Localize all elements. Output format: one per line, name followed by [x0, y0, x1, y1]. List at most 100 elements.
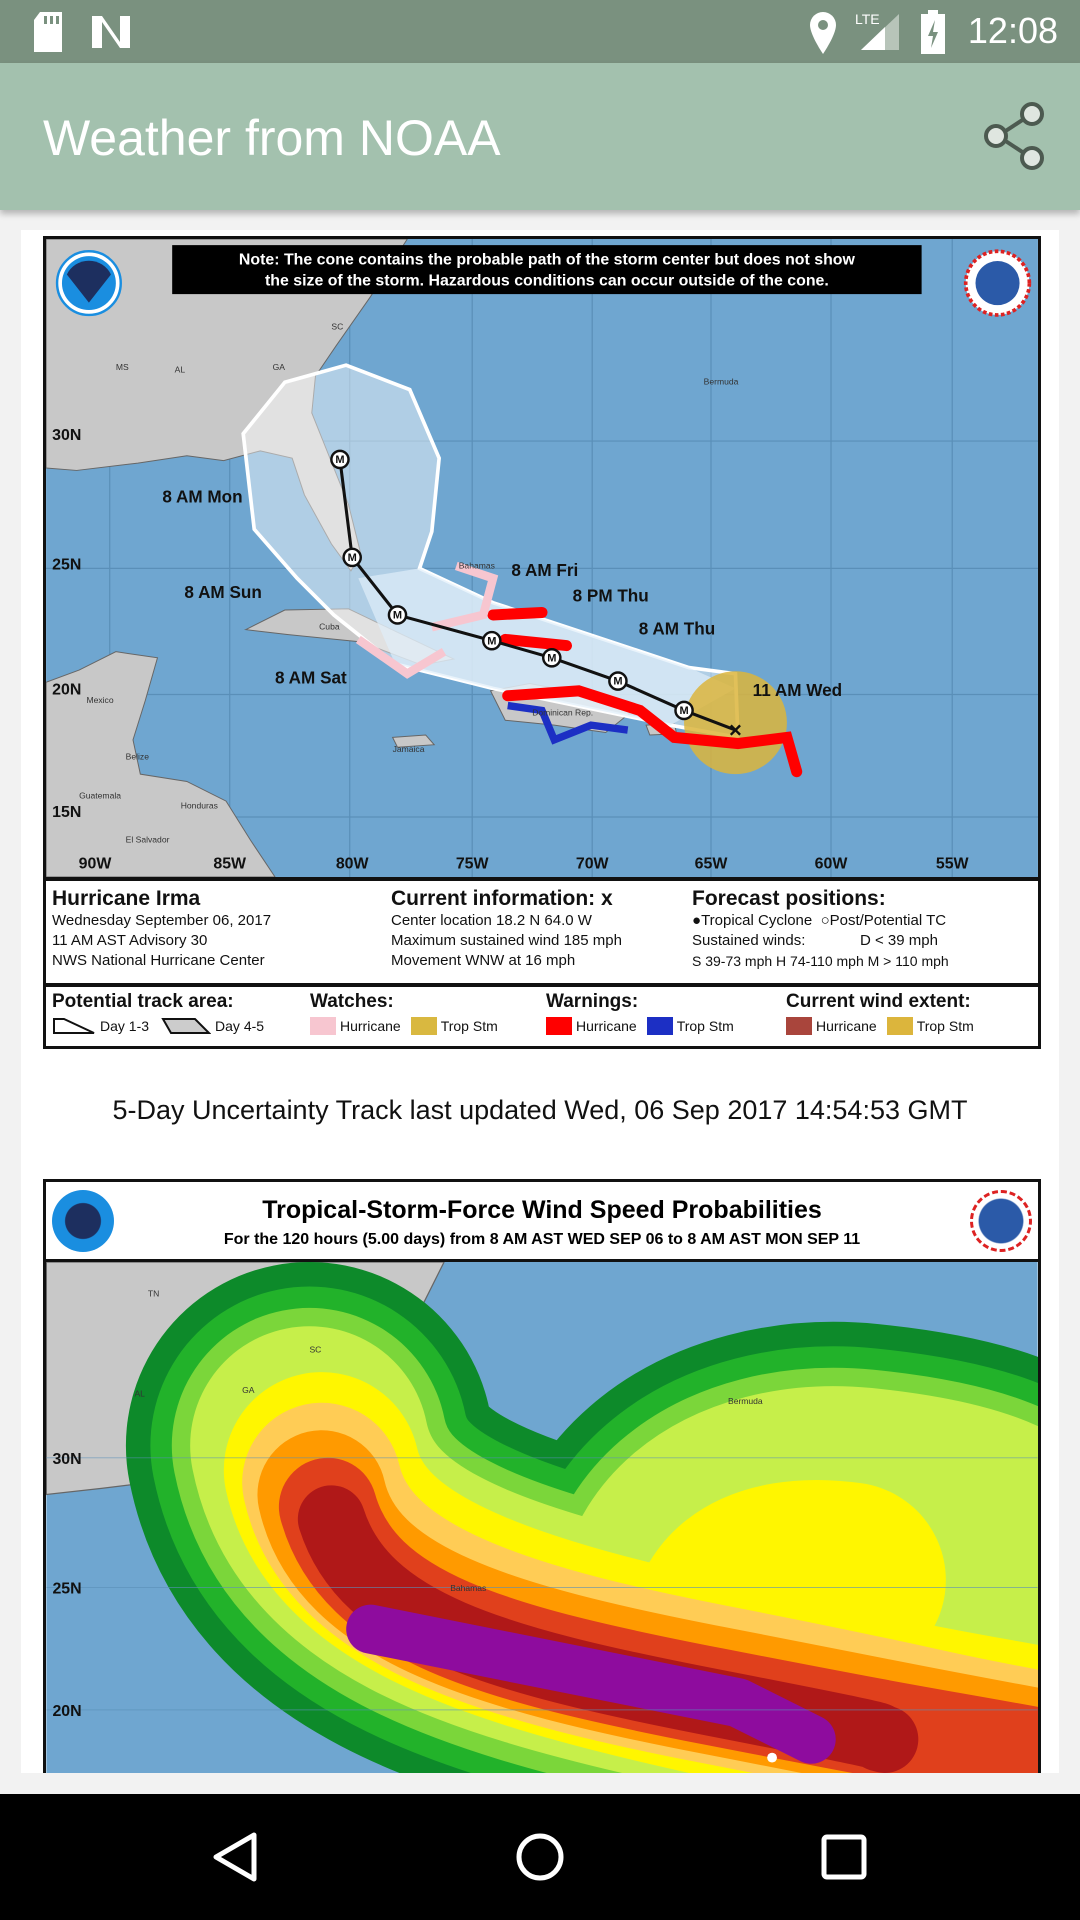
- lon-label: 85W: [213, 855, 246, 872]
- lat-label: 25N: [52, 557, 81, 574]
- forecast-label: 8 AM Mon: [162, 486, 242, 506]
- track-point: M: [342, 547, 362, 568]
- place-label: GA: [273, 362, 286, 372]
- forecast-label: 11 AM Wed: [753, 680, 842, 700]
- place-label: El Salvador: [126, 835, 170, 845]
- place-label: AL: [175, 364, 186, 374]
- cone-map-graphic: M M M M M M M × 8 AM Mon 8 AM Sun 8 AM S…: [46, 239, 1038, 877]
- day45-label: Day 4-5: [215, 1018, 265, 1034]
- warn-hurricane-swatch: [546, 1017, 572, 1035]
- forecast-label: 8 AM Thu: [639, 619, 715, 639]
- svg-text:M: M: [487, 635, 496, 647]
- warn-trop-label: Trop Stm: [676, 1018, 734, 1034]
- cone-note-line1: Note: The cone contains the probable pat…: [239, 252, 856, 269]
- lat-label: 25N: [52, 1581, 81, 1598]
- lon-label: 55W: [936, 855, 969, 872]
- storm-info-box: Hurricane Irma Wednesday September 06, 2…: [46, 877, 1038, 983]
- app-toolbar: Weather from NOAA: [0, 63, 1080, 210]
- svg-text:M: M: [613, 676, 622, 688]
- noaa-logo: [52, 1190, 114, 1252]
- place-label: Bermuda: [704, 377, 739, 387]
- center-location: Center location 18.2 N 64.0 W: [391, 912, 592, 929]
- lon-label: 75W: [456, 855, 489, 872]
- cone-map[interactable]: M M M M M M M × 8 AM Mon 8 AM Sun 8 AM S…: [43, 236, 1041, 1049]
- map-legend: Potential track area: Day 1-3 Day 4-5 Wa…: [46, 983, 1038, 1046]
- current-position-marker: ×: [729, 717, 742, 742]
- place-label: Dominican Rep.: [532, 707, 593, 717]
- lat-label: 30N: [52, 427, 81, 444]
- place-label: SC: [331, 322, 343, 332]
- movement: Movement WNW at 16 mph: [391, 952, 576, 969]
- place-label: MS: [116, 362, 129, 372]
- wind-map-graphic: 30N 25N 20N TN AL GA SC Bermuda Bahamas: [46, 1262, 1038, 1773]
- filled-dot-icon: ●: [692, 912, 702, 929]
- place-label: SC: [309, 1345, 321, 1355]
- place-label: GA: [242, 1385, 255, 1395]
- watch-hurricane-swatch: [310, 1017, 336, 1035]
- sustained-label: Sustained winds:: [692, 932, 806, 949]
- update-caption: 5-Day Uncertainty Track last updated Wed…: [112, 1095, 968, 1125]
- advisory-number: 11 AM AST Advisory 30: [52, 932, 208, 949]
- warn-hurricane-label: Hurricane: [576, 1018, 637, 1034]
- place-label: Guatemala: [79, 791, 121, 801]
- svg-text:M: M: [348, 552, 357, 564]
- current-info-title: Current information: x: [391, 887, 613, 910]
- tropical-cyclone-key: Tropical Cyclone: [701, 912, 813, 929]
- lon-label: 90W: [79, 855, 112, 872]
- track-point: M: [674, 700, 694, 721]
- d-level: D < 39 mph: [860, 932, 938, 949]
- wind-map-header: Tropical-Storm-Force Wind Speed Probabil…: [46, 1182, 1038, 1262]
- track-point: M: [330, 449, 350, 470]
- nws-logo: [970, 1190, 1032, 1252]
- svg-text:LTE: LTE: [855, 11, 880, 27]
- wind-map-title: Tropical-Storm-Force Wind Speed Probabil…: [262, 1196, 822, 1224]
- home-icon[interactable]: [514, 1831, 566, 1883]
- clock: 12:08: [967, 10, 1058, 51]
- svg-text:M: M: [393, 610, 402, 622]
- place-label: Bahamas: [459, 560, 495, 570]
- place-label: Bermuda: [728, 1396, 763, 1406]
- lat-label: 30N: [52, 1451, 81, 1468]
- app-title: Weather from NOAA: [43, 110, 501, 166]
- lat-label: 20N: [52, 682, 81, 699]
- cone-note-line2: the size of the storm. Hazardous conditi…: [265, 273, 829, 290]
- forecast-label: 8 AM Sat: [275, 668, 347, 688]
- wind-extent-title: Current wind extent:: [786, 991, 971, 1012]
- wind-levels: S 39-73 mph H 74-110 mph M > 110 mph: [692, 953, 949, 969]
- svg-text:M: M: [335, 454, 344, 466]
- lon-label: 65W: [695, 855, 728, 872]
- location-icon: [810, 12, 836, 54]
- wind-probability-map[interactable]: Tropical-Storm-Force Wind Speed Probabil…: [43, 1179, 1041, 1773]
- cone-dotted-icon: [161, 1018, 212, 1034]
- track-point: M: [481, 630, 502, 651]
- watch-trop-label: Trop Stm: [440, 1018, 498, 1034]
- forecast-label: 8 AM Sun: [184, 582, 261, 602]
- wind-map-subtitle: For the 120 hours (5.00 days) from 8 AM …: [223, 1231, 861, 1248]
- day13-label: Day 1-3: [100, 1018, 150, 1034]
- storm-name: Hurricane Irma: [52, 887, 201, 910]
- place-label: Jamaica: [393, 744, 425, 754]
- wind-hurricane-swatch: [786, 1017, 812, 1035]
- battery-charging-icon: [921, 10, 945, 54]
- watch-hurricane-label: Hurricane: [340, 1018, 401, 1034]
- status-bar: LTE 12:08: [0, 0, 1080, 63]
- wind-trop-swatch: [886, 1017, 913, 1035]
- navigation-bar: [0, 1794, 1080, 1920]
- noaa-logo: [55, 250, 122, 317]
- lon-label: 80W: [336, 855, 369, 872]
- svg-text:M: M: [547, 652, 556, 664]
- lat-label: 15N: [52, 804, 81, 821]
- watches-title: Watches:: [310, 991, 394, 1012]
- share-icon[interactable]: [980, 101, 1050, 171]
- forecast-label: 8 AM Fri: [511, 560, 578, 580]
- forecast-positions-title: Forecast positions:: [692, 887, 886, 910]
- lon-label: 60W: [815, 855, 848, 872]
- forecast-card: M M M M M M M × 8 AM Mon 8 AM Sun 8 AM S…: [21, 230, 1059, 1773]
- forecast-label: 8 PM Thu: [573, 585, 649, 605]
- place-label: AL: [134, 1389, 145, 1399]
- issuing-center: NWS National Hurricane Center: [52, 952, 265, 969]
- back-icon[interactable]: [210, 1831, 262, 1883]
- recents-icon[interactable]: [820, 1833, 868, 1881]
- nws-logo: [963, 249, 1032, 317]
- n-notification-icon: [92, 16, 130, 48]
